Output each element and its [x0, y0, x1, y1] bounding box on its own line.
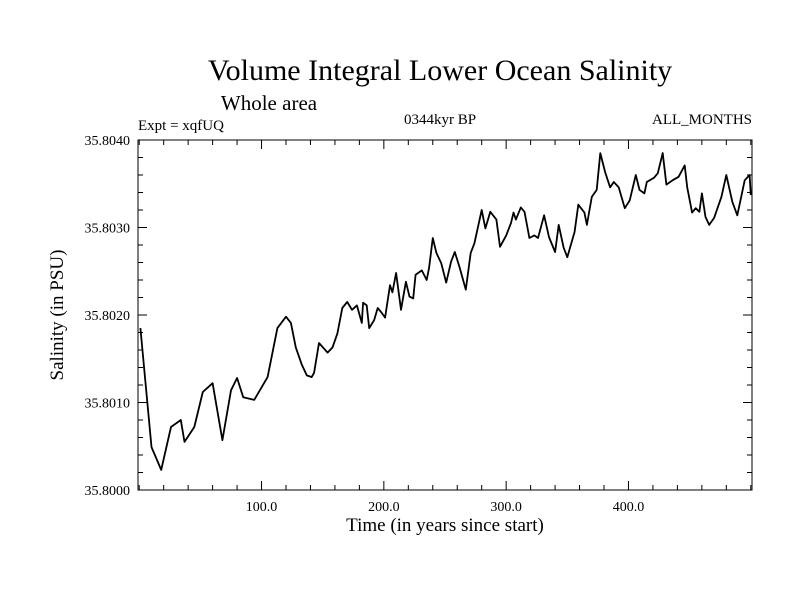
months-label: ALL_MONTHS [652, 112, 752, 128]
y-tick-label: 35.8040 [85, 134, 131, 149]
salinity-series-line [139, 152, 752, 471]
x-axis-label: Time (in years since start) [346, 515, 544, 536]
y-tick-label: 35.8030 [85, 222, 131, 237]
chart-title: Volume Integral Lower Ocean Salinity [208, 54, 672, 87]
x-tick-label: 100.0 [246, 500, 278, 515]
y-tick-label: 35.8020 [85, 309, 131, 324]
y-axis-label: Salinity (in PSU) [47, 250, 68, 381]
x-tick-label: 300.0 [490, 500, 522, 515]
plot-frame [137, 139, 753, 491]
period-label: 0344kyr BP [404, 112, 476, 128]
y-tick-label: 35.8000 [85, 484, 131, 499]
experiment-label: Expt = xqfUQ [138, 118, 224, 134]
tick-labels: 100.0 200.0 300.0 400.0 35.8000 35.8010 35.802… [85, 134, 645, 515]
x-tick-label: 200.0 [368, 500, 400, 515]
chart-subtitle: Whole area [221, 91, 318, 115]
y-tick-label: 35.8010 [85, 397, 131, 412]
x-tick-label: 400.0 [613, 500, 645, 515]
axis-ticks [138, 140, 752, 490]
